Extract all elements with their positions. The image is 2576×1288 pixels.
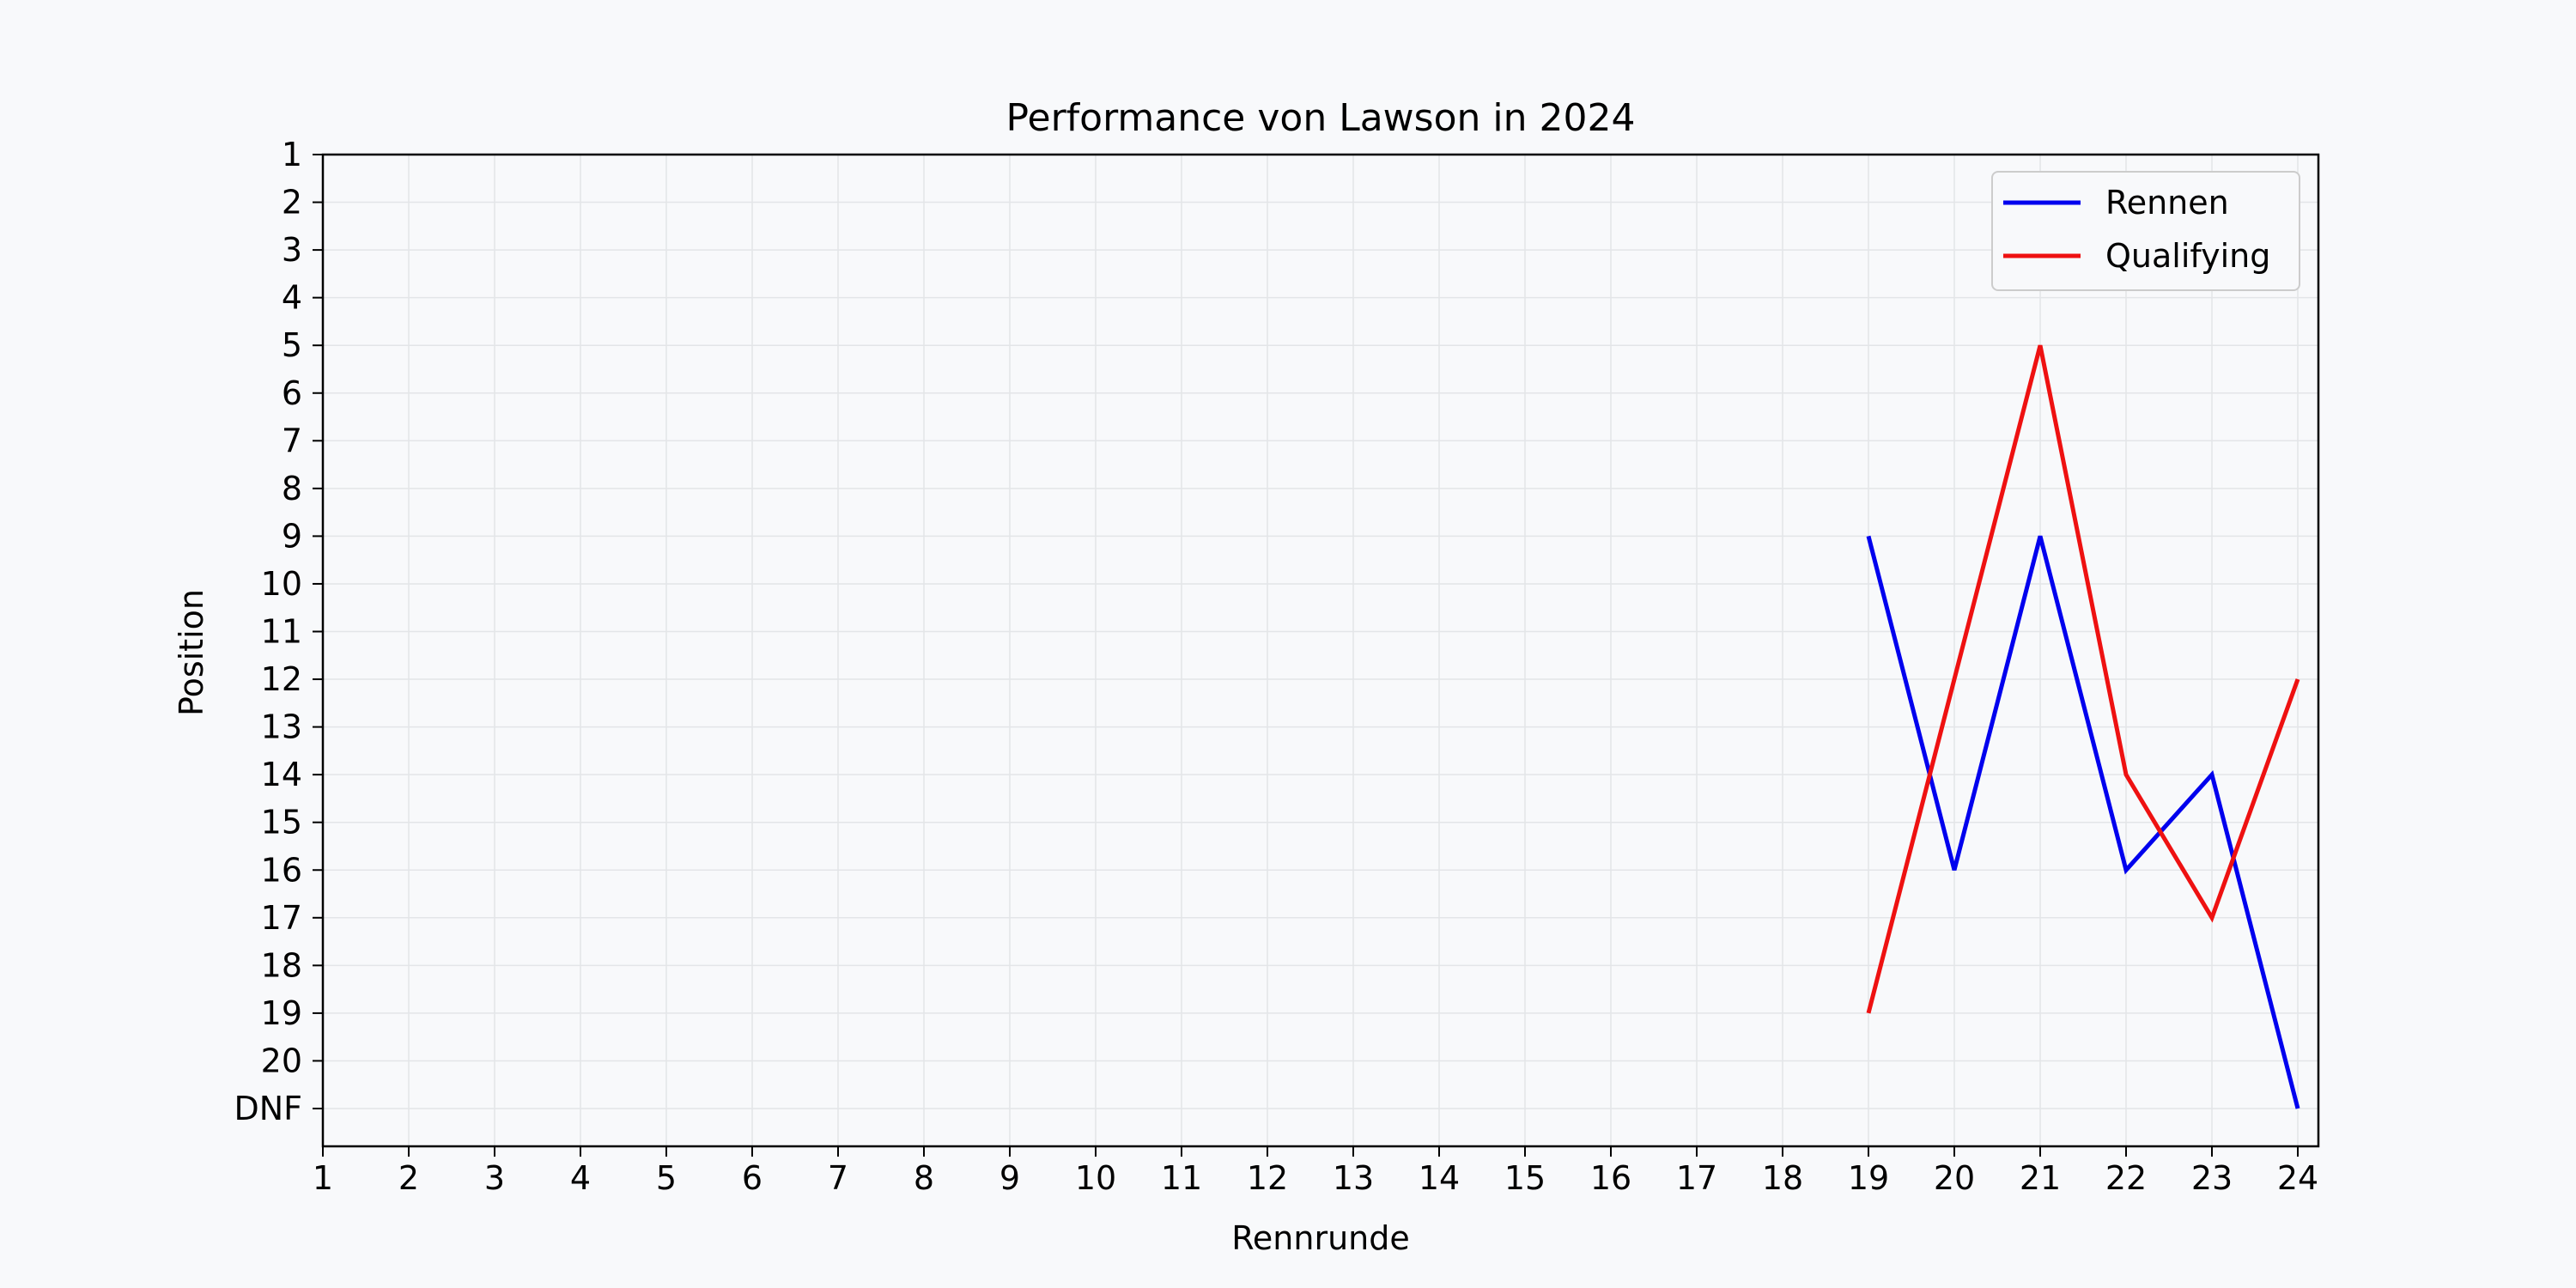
- x-tick-label: 19: [1848, 1159, 1889, 1197]
- x-tick-label: 15: [1504, 1159, 1546, 1197]
- legend-label-rennen: Rennen: [2105, 184, 2229, 222]
- series-line-rennen: [1866, 535, 2300, 1109]
- x-tick-label: 16: [1590, 1159, 1631, 1197]
- grid: [322, 154, 2318, 1146]
- y-tick-label: DNF: [234, 1090, 302, 1127]
- x-tick-label: 7: [828, 1159, 848, 1197]
- y-tick-label: 9: [282, 517, 302, 555]
- x-tick-label: 22: [2105, 1159, 2147, 1197]
- x-tick-label: 18: [1762, 1159, 1803, 1197]
- x-tick-label: 3: [484, 1159, 505, 1197]
- x-tick-label: 11: [1161, 1159, 1202, 1197]
- x-tick-label: 1: [313, 1159, 333, 1197]
- x-axis: 1 2 3 4 5 6 7 8 9 10 11 12 13 14 15 16 17 18 19 20 21 22 23 24: [313, 1146, 2318, 1197]
- x-tick-label: 20: [1934, 1159, 1975, 1197]
- x-tick-label: 10: [1075, 1159, 1116, 1197]
- y-tick-label: 2: [282, 184, 302, 222]
- x-tick-label: 23: [2191, 1159, 2233, 1197]
- y-tick-label: 19: [261, 994, 302, 1032]
- y-tick-label: 17: [261, 899, 302, 937]
- y-tick-label: 4: [282, 279, 302, 317]
- y-tick-label: 5: [282, 326, 302, 364]
- legend: Rennen Qualifying: [1991, 171, 2300, 291]
- series-line-qualifying: [1866, 344, 2300, 1014]
- x-tick-label: 2: [398, 1159, 419, 1197]
- x-tick-label: 4: [570, 1159, 591, 1197]
- x-tick-label: 24: [2277, 1159, 2318, 1197]
- plot-frame: [321, 153, 2320, 1148]
- series-layer: [1866, 344, 2300, 1109]
- y-tick-label: 8: [282, 470, 302, 507]
- y-tick-label: 18: [261, 946, 302, 984]
- x-tick-label: 5: [656, 1159, 677, 1197]
- x-tick-label: 8: [914, 1159, 934, 1197]
- y-tick-label: 20: [261, 1042, 302, 1079]
- y-axis-label: Position: [173, 589, 210, 716]
- x-tick-label: 17: [1676, 1159, 1717, 1197]
- y-tick-label: 6: [282, 374, 302, 412]
- x-tick-label: 9: [999, 1159, 1020, 1197]
- y-tick-label: 3: [282, 231, 302, 269]
- x-tick-label: 13: [1333, 1159, 1374, 1197]
- x-axis-label: Rennrunde: [1231, 1219, 1410, 1257]
- legend-label-qualifying: Qualifying: [2105, 237, 2270, 275]
- y-tick-label: 1: [282, 136, 302, 173]
- y-tick-label: 15: [261, 804, 302, 841]
- y-tick-label: 7: [282, 422, 302, 459]
- x-tick-label: 12: [1247, 1159, 1288, 1197]
- x-tick-label: 14: [1419, 1159, 1460, 1197]
- x-tick-label: 21: [2020, 1159, 2061, 1197]
- y-tick-label: 14: [261, 756, 302, 793]
- y-tick-label: 13: [261, 708, 302, 746]
- x-tick-label: 6: [742, 1159, 762, 1197]
- y-tick-label: 16: [261, 851, 302, 889]
- y-tick-label: 10: [261, 565, 302, 603]
- chart-title: Performance von Lawson in 2024: [1006, 96, 1636, 140]
- y-tick-label: 12: [261, 660, 302, 698]
- y-tick-label: 11: [261, 613, 302, 651]
